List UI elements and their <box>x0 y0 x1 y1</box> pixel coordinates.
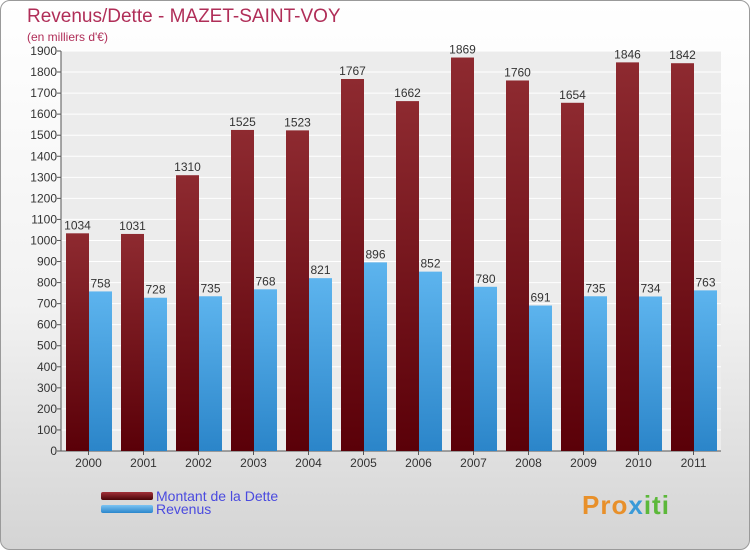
bar-revenus <box>89 291 112 451</box>
data-label: 1869 <box>449 43 476 57</box>
x-tick-label: 2004 <box>295 456 322 470</box>
legend-swatch-revenus <box>101 505 153 513</box>
y-tick-label: 700 <box>37 297 57 311</box>
y-tick-label: 200 <box>37 402 57 416</box>
data-label: 735 <box>585 281 605 295</box>
bar-revenus <box>309 278 332 451</box>
legend-label-revenus: Revenus <box>156 501 212 517</box>
y-tick-label: 1300 <box>30 170 57 184</box>
bar-dette <box>121 233 144 451</box>
bar-dette <box>506 80 529 451</box>
y-tick-label: 1200 <box>30 191 57 205</box>
bar-dette <box>286 130 309 452</box>
data-label: 1525 <box>229 115 256 129</box>
bar-dette <box>616 62 639 452</box>
data-label: 763 <box>695 275 715 289</box>
bar-dette <box>671 63 694 452</box>
x-tick-label: 2007 <box>460 456 487 470</box>
data-label: 852 <box>420 257 440 271</box>
bar-dette <box>396 101 419 452</box>
data-label: 1760 <box>504 65 531 79</box>
x-tick-label: 2008 <box>515 456 542 470</box>
x-tick-label: 2005 <box>350 456 377 470</box>
plot-area <box>61 51 721 451</box>
y-tick-label: 1000 <box>30 233 57 247</box>
bar-dette <box>231 129 254 451</box>
data-label: 1662 <box>394 86 421 100</box>
x-tick-label: 2003 <box>240 456 267 470</box>
data-label: 691 <box>530 291 550 305</box>
legend-item-dette: Montant de la Dette <box>101 488 279 504</box>
bar-revenus <box>364 262 387 451</box>
y-tick-label: 1600 <box>30 107 57 121</box>
x-tick-label: 2010 <box>625 456 652 470</box>
legend-label-dette: Montant de la Dette <box>156 488 279 504</box>
logo-part-3: iti <box>643 490 670 520</box>
y-tick-label: 800 <box>37 276 57 290</box>
bar-revenus <box>694 290 717 451</box>
legend-item-revenus: Revenus <box>101 501 212 517</box>
data-label: 1767 <box>339 64 366 78</box>
logo-part-2: x <box>628 490 644 520</box>
y-tick-label: 0 <box>50 444 57 458</box>
bar-revenus <box>254 289 277 451</box>
data-label: 735 <box>200 281 220 295</box>
data-label: 896 <box>365 247 385 261</box>
y-tick-label: 600 <box>37 318 57 332</box>
x-tick-label: 2011 <box>681 456 707 470</box>
logo-part-1: Pro <box>582 490 629 520</box>
data-label: 780 <box>475 272 495 286</box>
bar-dette <box>561 102 584 451</box>
data-label: 1523 <box>284 115 311 129</box>
bar-revenus <box>144 297 167 451</box>
bar-revenus <box>529 305 552 451</box>
y-tick-label: 400 <box>37 360 57 374</box>
data-label: 728 <box>145 283 165 297</box>
data-label: 758 <box>90 276 110 290</box>
data-label: 768 <box>255 274 275 288</box>
data-label: 1310 <box>174 160 201 174</box>
chart-title: Revenus/Dette - MAZET-SAINT-VOY <box>27 6 341 27</box>
proxiti-logo: Proxiti <box>582 490 670 521</box>
y-tick-label: 500 <box>37 339 57 353</box>
bar-revenus <box>584 296 607 451</box>
x-tick-label: 2000 <box>75 456 102 470</box>
bar-revenus <box>419 271 442 451</box>
x-tick-label: 2006 <box>405 456 432 470</box>
y-tick-label: 1100 <box>31 212 57 226</box>
bar-dette <box>341 79 364 451</box>
bar-revenus <box>474 286 497 451</box>
y-tick-label: 900 <box>37 255 57 269</box>
bar-dette <box>176 175 199 452</box>
y-tick-label: 1900 <box>30 44 57 58</box>
bar-revenus <box>199 296 222 451</box>
y-tick-label: 300 <box>37 381 57 395</box>
data-label: 1654 <box>559 88 586 102</box>
data-label: 1034 <box>64 218 91 232</box>
data-label: 734 <box>640 281 660 295</box>
data-label: 1842 <box>669 48 696 62</box>
y-tick-label: 1500 <box>30 128 57 142</box>
legend-swatch-dette <box>101 492 153 500</box>
y-tick-label: 1800 <box>30 65 57 79</box>
data-label: 821 <box>310 263 330 277</box>
x-tick-label: 2001 <box>130 456 157 470</box>
bar-dette <box>66 233 89 451</box>
data-label: 1031 <box>119 219 146 233</box>
y-tick-label: 1400 <box>30 149 57 163</box>
x-tick-label: 2002 <box>185 456 212 470</box>
bar-dette <box>451 57 474 452</box>
chart-subtitle: (en milliers d'€) <box>27 30 108 44</box>
bar-revenus <box>639 296 662 451</box>
y-tick-label: 1700 <box>30 86 57 100</box>
y-tick-label: 100 <box>37 423 57 437</box>
x-tick-label: 2009 <box>570 456 597 470</box>
data-label: 1846 <box>614 47 641 61</box>
